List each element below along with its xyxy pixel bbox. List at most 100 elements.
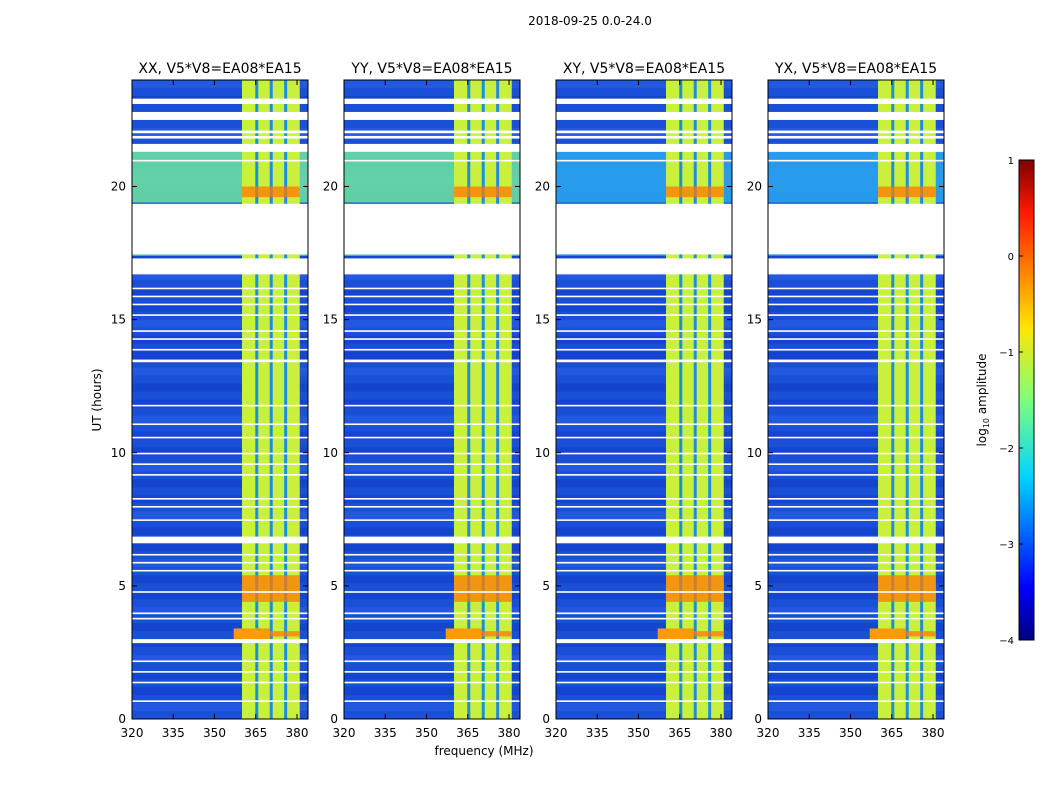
flag-line	[344, 423, 520, 426]
hot-region	[454, 186, 512, 198]
broadband-burst	[657, 628, 694, 640]
flag-line	[768, 295, 944, 298]
flag-line	[768, 303, 944, 306]
noise-stripe	[768, 527, 944, 536]
hot-region	[242, 186, 300, 198]
noise-stripe	[344, 447, 520, 456]
y-tick-label: 20	[323, 180, 338, 194]
noise-stripe	[344, 591, 520, 600]
broadband-burst	[233, 628, 270, 640]
noise-stripe	[344, 80, 520, 88]
noise-stripe	[344, 575, 520, 584]
flag-line	[768, 591, 944, 593]
flag-line	[344, 404, 520, 407]
y-tick-label: 0	[330, 712, 338, 726]
broadband-burst	[445, 628, 482, 640]
noise-stripe	[556, 303, 732, 312]
channel-stripe	[496, 80, 500, 719]
noise-stripe	[132, 80, 308, 88]
flag-line	[344, 553, 520, 556]
flag-line	[132, 681, 308, 684]
flag-line	[556, 287, 732, 290]
flag-line	[556, 330, 732, 332]
flag-line	[768, 330, 944, 332]
y-tick-label: 15	[111, 313, 126, 327]
noise-stripe	[132, 383, 308, 392]
noise-stripe	[344, 671, 520, 680]
flag-line	[132, 700, 308, 702]
flagged-gap	[768, 536, 944, 544]
noise-stripe	[132, 463, 308, 472]
hot-region	[666, 575, 724, 602]
x-tick-label: 350	[415, 726, 438, 740]
flag-line	[344, 338, 520, 340]
panel-xy: XY, V5*V8=EA08*EA15 320 335 350 365 380 0 5 10 15…	[535, 61, 733, 740]
flag-line	[132, 295, 308, 298]
panels-layer: XX, V5*V8=EA08*EA15 320 335 350 365 380 0 5 10 15…	[111, 61, 945, 740]
channel-stripe	[284, 80, 288, 719]
flag-line	[556, 295, 732, 298]
flag-line	[344, 330, 520, 332]
x-tick-label: 320	[333, 726, 356, 740]
noise-stripe	[556, 623, 732, 632]
noise-stripe	[132, 351, 308, 360]
flag-line	[768, 338, 944, 340]
noise-stripe	[344, 319, 520, 328]
noise-stripe	[556, 575, 732, 584]
colorbar-tick-label: −4	[999, 636, 1014, 647]
flag-line	[768, 287, 944, 290]
noise-stripe	[556, 319, 732, 328]
x-tick-label: 320	[545, 726, 568, 740]
flag-line	[556, 671, 732, 673]
channel-stripe	[679, 80, 683, 719]
noise-stripe	[556, 511, 732, 520]
noise-stripe	[556, 655, 732, 664]
hot-region	[454, 575, 512, 602]
noise-stripe	[556, 431, 732, 440]
noise-stripe	[556, 479, 732, 488]
flag-line	[132, 519, 308, 521]
noise-stripe	[344, 607, 520, 616]
y-tick-label: 5	[118, 579, 126, 593]
flag-line	[556, 338, 732, 340]
flag-line	[344, 569, 520, 572]
flagged-gap	[344, 258, 520, 275]
flag-line	[556, 159, 732, 162]
flag-line	[556, 612, 732, 615]
channel-stripe	[708, 80, 712, 719]
noise-stripe	[132, 623, 308, 632]
panel-yx: YX, V5*V8=EA08*EA15 320 335 350 365 380 0 5 10 15…	[747, 61, 945, 740]
flag-line	[768, 612, 944, 615]
y-tick-label: 10	[535, 446, 550, 460]
flag-line	[132, 423, 308, 426]
noise-stripe	[132, 543, 308, 552]
flag-line	[768, 671, 944, 673]
noise-stripe	[132, 367, 308, 376]
flag-line	[556, 700, 732, 702]
noise-stripe	[556, 447, 732, 456]
noise-stripe	[344, 623, 520, 632]
noise-stripe	[132, 271, 308, 280]
flag-line	[132, 330, 308, 332]
panel-yy: YY, V5*V8=EA08*EA15 320 335 350 365 380 0 5 10 15…	[323, 61, 521, 740]
panel-title: YX, V5*V8=EA08*EA15	[774, 61, 937, 77]
flagged-gap	[768, 639, 944, 644]
noise-stripe	[768, 575, 944, 584]
x-tick-label: 350	[839, 726, 862, 740]
flag-line	[132, 287, 308, 290]
noise-stripe	[768, 383, 944, 392]
flag-line	[768, 314, 944, 316]
flag-line	[132, 671, 308, 673]
channel-stripe	[891, 80, 895, 719]
flag-line	[132, 314, 308, 316]
noise-stripe	[556, 415, 732, 424]
flag-line	[768, 423, 944, 426]
y-tick-label: 10	[111, 446, 126, 460]
flag-line	[768, 681, 944, 684]
flag-line	[344, 474, 520, 476]
noise-stripe	[556, 351, 732, 360]
flag-line	[132, 553, 308, 556]
x-tick-label: 380	[498, 726, 521, 740]
y-tick-label: 5	[330, 579, 338, 593]
y-tick-label: 20	[111, 180, 126, 194]
